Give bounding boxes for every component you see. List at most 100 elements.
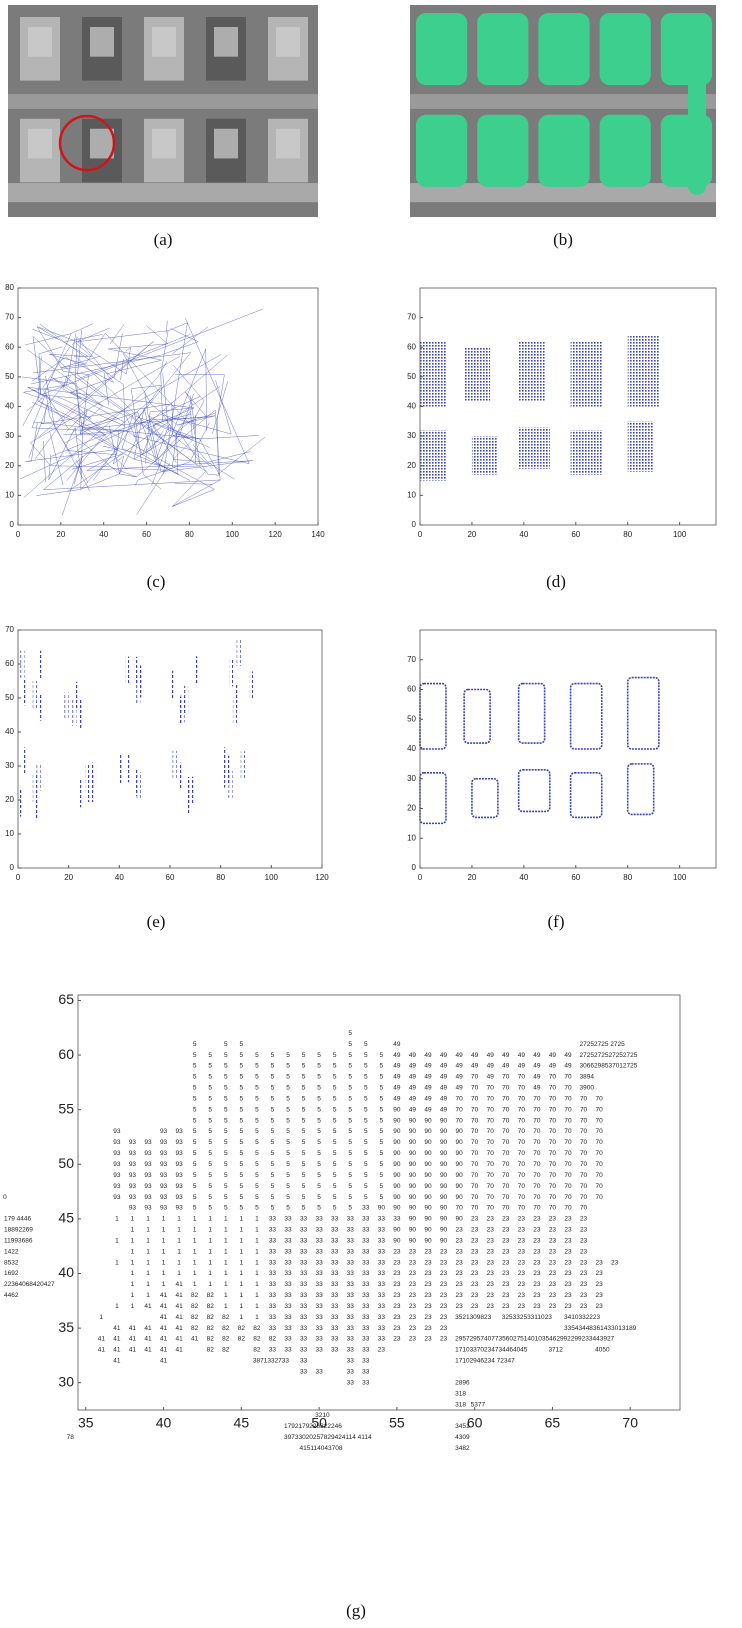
roof	[28, 27, 52, 57]
grid-value: 41	[98, 1347, 106, 1354]
grid-value: 33	[269, 1259, 277, 1266]
grid-value: 5	[317, 1194, 321, 1201]
roof	[276, 27, 300, 57]
grid-value: 70	[487, 1128, 495, 1135]
grid-value: 93	[129, 1172, 137, 1179]
grid-value: 70	[595, 1183, 603, 1190]
grid-value: 23	[393, 1248, 401, 1255]
roof	[90, 27, 114, 57]
grid-value: 70	[564, 1194, 572, 1201]
grid-value: 5	[224, 1052, 228, 1059]
grid-value: 5	[333, 1205, 337, 1212]
grid-value: 5	[255, 1052, 259, 1059]
grid-value: 49	[440, 1052, 448, 1059]
grid-value: 93	[160, 1161, 168, 1168]
grid-value: 33	[315, 1237, 323, 1244]
grid-value: 90	[393, 1150, 401, 1157]
grid-value: 33	[300, 1237, 308, 1244]
grid-value: 23	[471, 1303, 479, 1310]
road	[8, 94, 318, 109]
grid-value: 70	[595, 1095, 603, 1102]
segment	[600, 115, 651, 187]
mesh-edge	[67, 435, 105, 481]
grid-value: 23	[393, 1303, 401, 1310]
y-tick-label: 30	[407, 431, 416, 440]
grid-value: 93	[113, 1172, 121, 1179]
grid-value: 1	[240, 1237, 244, 1244]
grid-value: 93	[113, 1150, 121, 1157]
segment	[477, 13, 528, 85]
grid-value: 5	[193, 1161, 197, 1168]
grid-value: 70	[455, 1106, 463, 1113]
grid-value: 23	[564, 1270, 572, 1277]
grid-value: 5	[364, 1161, 368, 1168]
roof	[276, 129, 300, 159]
grid-value: 1	[208, 1227, 212, 1234]
mesh-edge	[205, 435, 258, 438]
grid-value: 33	[347, 1347, 355, 1354]
grid-value: 1	[255, 1227, 259, 1234]
grid-value: 23	[518, 1292, 526, 1299]
grid-value: 5	[208, 1063, 212, 1070]
edge-points	[139, 670, 143, 697]
mesh-edge	[208, 474, 220, 475]
grid-value: 93	[113, 1128, 121, 1135]
grid-value: 33	[347, 1368, 355, 1375]
y-tick-label: 30	[58, 1373, 74, 1389]
edge-points	[119, 757, 123, 784]
grid-value: 90	[440, 1216, 448, 1223]
grid-value: 23	[393, 1336, 401, 1343]
grid-value: 1	[162, 1216, 166, 1223]
mesh-edge	[208, 451, 251, 462]
grid-value: 23	[440, 1270, 448, 1277]
grid-value: 33	[378, 1336, 386, 1343]
grid-value: 5	[348, 1085, 352, 1092]
grid-value: 90	[424, 1161, 432, 1168]
grid-value: 23	[518, 1270, 526, 1277]
grid-value: 5	[364, 1074, 368, 1081]
mesh-edge	[61, 356, 100, 368]
grid-value: 23	[393, 1292, 401, 1299]
mesh-edge	[172, 327, 208, 354]
y-tick-label: 40	[407, 402, 416, 411]
grid-value: 23	[533, 1237, 541, 1244]
grid-value: 5	[348, 1041, 352, 1048]
grid-value: 23	[471, 1270, 479, 1277]
y-tick-label: 10	[5, 490, 14, 499]
grid-value: 70	[595, 1161, 603, 1168]
grid-value: 5	[302, 1205, 306, 1212]
grid-value: 33	[362, 1336, 370, 1343]
caption: (a)	[154, 230, 173, 249]
grid-value: 70	[471, 1106, 479, 1113]
grid-value: 1	[115, 1303, 119, 1310]
grid-value: 5	[224, 1139, 228, 1146]
grid-value: 1	[208, 1259, 212, 1266]
grid-value: 70	[533, 1194, 541, 1201]
grid-value: 90	[393, 1172, 401, 1179]
grid-value: 5	[224, 1205, 228, 1212]
grid-value: 90	[409, 1150, 417, 1157]
grid-value: 23	[502, 1259, 510, 1266]
grid-value: 70	[533, 1117, 541, 1124]
mesh-edge	[23, 394, 41, 426]
grid-value: 33	[347, 1248, 355, 1255]
edge-points	[135, 657, 139, 684]
grid-value: 90	[440, 1183, 448, 1190]
grid-value: 49	[533, 1063, 541, 1070]
grid-value: 23	[595, 1259, 603, 1266]
grid-value: 5	[193, 1150, 197, 1157]
grid-value: 23	[393, 1314, 401, 1321]
edge-points	[72, 699, 76, 726]
grid-value: 90	[455, 1150, 463, 1157]
grid-value: 5	[224, 1085, 228, 1092]
grid-value: 49	[393, 1063, 401, 1070]
grid-value: 5	[348, 1052, 352, 1059]
y-tick-label: 40	[5, 402, 14, 411]
y-tick-label: 0	[412, 863, 417, 872]
grid-value: 23	[455, 1292, 463, 1299]
grid-value: 33	[347, 1270, 355, 1277]
grid-value: 49	[487, 1063, 495, 1070]
segment	[600, 13, 651, 85]
mesh-edge	[31, 355, 161, 384]
grid-value: 70	[502, 1161, 510, 1168]
